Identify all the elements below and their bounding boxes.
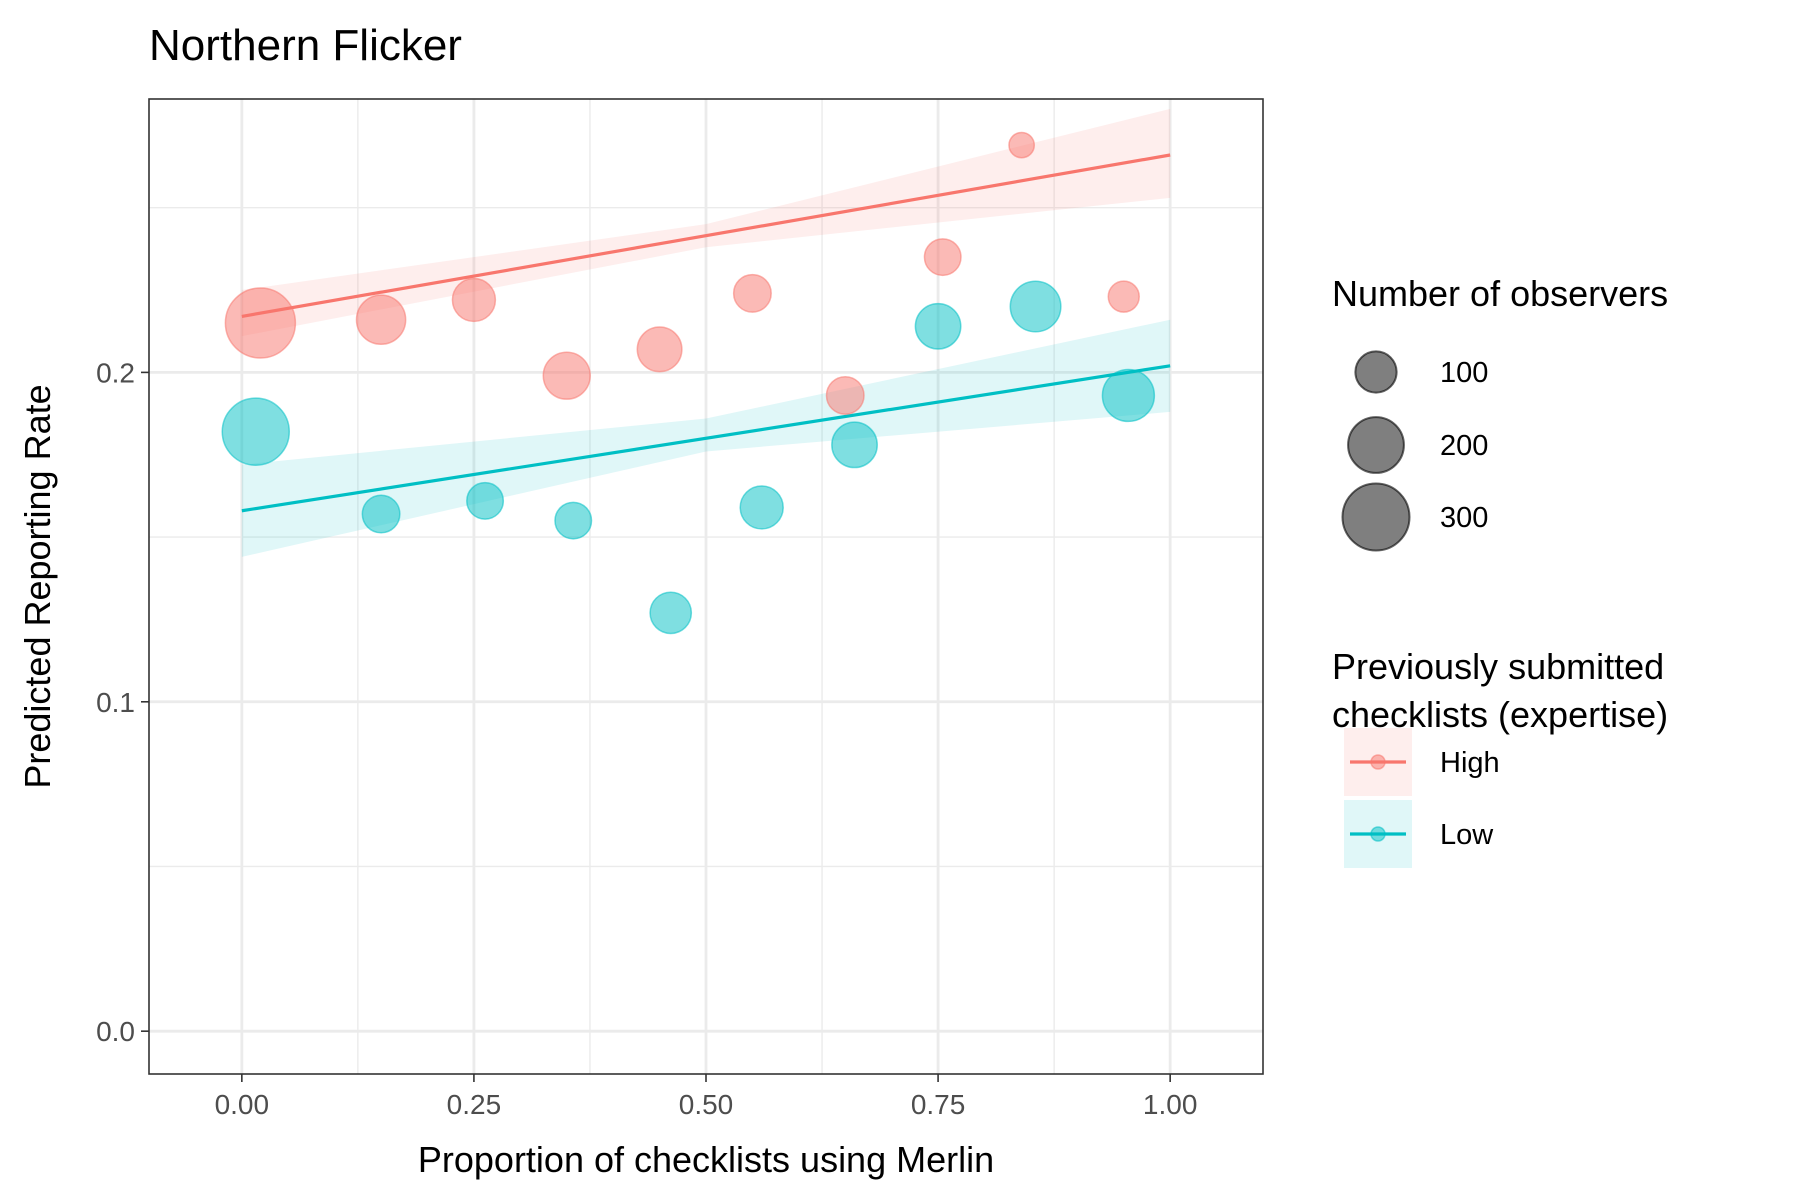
color-legend: Previously submitted checklists (experti… [1332,646,1668,868]
trend-lines [241,153,1171,513]
y-tick-label: 0.1 [96,687,135,718]
trend-line-low [241,364,1171,513]
x-axis: 0.00 0.25 0.50 0.75 1.00 [215,1074,1198,1120]
color-legend-title-line-1: Previously submitted [1332,646,1664,687]
data-point-low [554,501,593,540]
data-point-low [466,481,505,520]
size-legend-title: Number of observers [1332,273,1668,314]
size-legend-label: 200 [1440,430,1488,462]
data-point-high [732,273,772,313]
data-point-high [542,351,591,400]
data-points [221,131,1156,635]
x-axis-title: Proportion of checklists using Merlin [418,1139,994,1180]
x-tick-label: 0.25 [447,1089,502,1120]
data-point-low [914,302,962,350]
color-legend-title-line-2: checklists (expertise) [1332,694,1668,735]
size-legend-key [1347,416,1405,474]
size-legend-label: 100 [1440,357,1488,389]
data-point-high [923,238,962,277]
x-tick-label: 0.00 [215,1089,270,1120]
x-tick-label: 0.50 [679,1089,734,1120]
x-tick-label: 1.00 [1143,1089,1198,1120]
data-point-low [831,421,878,469]
data-point-high [224,287,297,359]
size-legend-key [1341,482,1411,552]
data-point-high [636,326,683,373]
color-legend-key-point-high [1370,754,1386,770]
color-legend-key-point-low [1370,826,1386,842]
size-legend: Number of observers 100 200 300 [1332,273,1668,552]
y-axis-title: Predicted Reporting Rate [17,384,58,788]
trend-line-high [241,153,1171,318]
x-tick-label: 0.75 [911,1089,966,1120]
data-point-high [1107,280,1140,313]
y-tick-label: 0.0 [96,1016,135,1047]
chart-title: Northern Flicker [149,21,462,70]
data-point-high [355,294,407,346]
data-point-low [649,591,693,635]
data-point-high [825,375,865,415]
size-legend-label: 300 [1440,502,1488,534]
data-point-low [361,494,401,534]
size-legend-key [1354,350,1398,394]
data-point-low [221,397,291,466]
data-point-high [451,277,497,323]
data-point-low [1009,280,1062,333]
y-tick-label: 0.2 [96,357,135,388]
y-axis: 0.0 0.1 0.2 [96,357,149,1047]
color-legend-label-low: Low [1440,819,1494,851]
data-point-low [1101,368,1156,423]
color-legend-label-high: High [1440,747,1500,779]
data-point-low [739,485,784,530]
data-point-high [1008,131,1036,159]
